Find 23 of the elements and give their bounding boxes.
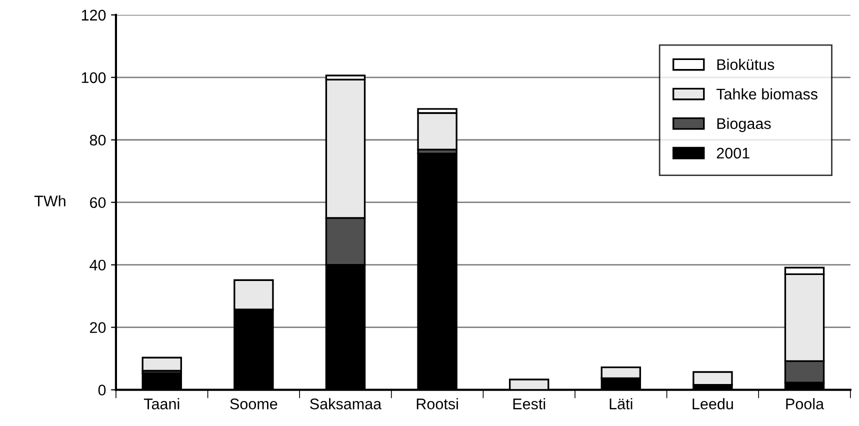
x-tick-label: Taani (144, 398, 180, 410)
x-tick-label: Soome (230, 398, 278, 410)
legend-label: Biogaas (717, 118, 771, 132)
y-tick-label: 20 (90, 322, 106, 333)
x-tick-label: Poola (786, 398, 824, 410)
legend-label: Biokütus (717, 58, 774, 70)
bar (142, 356, 182, 372)
x-tick-label: Eesti (513, 398, 546, 410)
y-axis-title: TWh (34, 195, 66, 206)
bar (692, 371, 733, 386)
y-tick-label: 100 (82, 72, 106, 84)
bar (417, 112, 458, 150)
y-tick-label: 40 (90, 260, 106, 271)
x-tick-label: Leedu (692, 398, 733, 410)
x-tick-label: Rootsi (416, 398, 458, 410)
legend-label: 2001 (716, 148, 750, 159)
y-tick-label: 80 (90, 134, 106, 146)
y-tick-label: 0 (98, 384, 106, 396)
y-tick-label: 120 (82, 10, 106, 21)
legend-label: Tahke biomass (716, 88, 818, 100)
x-tick-label: Saksamaa (310, 398, 382, 410)
y-tick-label: 60 (90, 197, 106, 208)
x-tick-label: Läti (610, 398, 632, 410)
